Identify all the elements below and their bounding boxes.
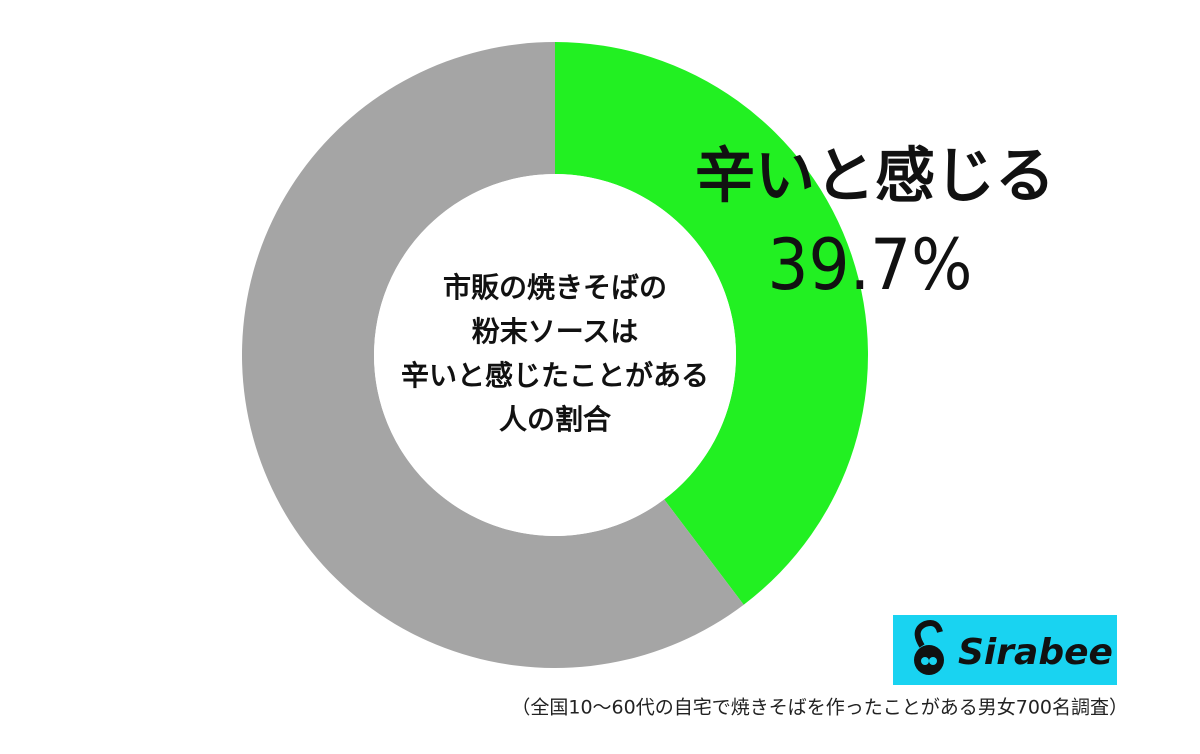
center-label-line: 辛いと感じたことがある	[401, 359, 709, 392]
value-label: 39.7%	[768, 224, 973, 306]
donut	[241, 42, 868, 668]
donut-hole	[374, 174, 736, 536]
center-label-line: 人の割合	[499, 403, 612, 436]
donut-segment	[241, 42, 744, 668]
segment-label: 辛いと感じる	[695, 142, 1055, 212]
donut-segment	[555, 42, 868, 605]
logo-icon	[914, 620, 944, 675]
logo-text: Sirabee	[958, 632, 1113, 673]
footnote: （全国10〜60代の自宅で焼きそばを作ったことがある男女700名調査）	[511, 697, 1128, 719]
center-label-line: 市販の焼きそばの	[443, 271, 667, 304]
center-label-line: 粉末ソースは	[472, 315, 639, 348]
